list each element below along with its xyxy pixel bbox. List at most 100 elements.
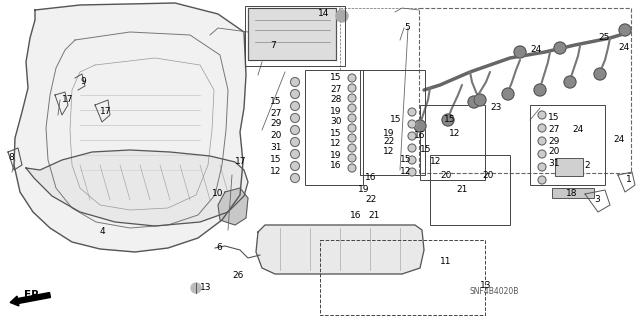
Text: 19: 19 [383, 129, 394, 137]
Text: 20: 20 [548, 147, 559, 157]
Circle shape [348, 124, 356, 132]
Circle shape [291, 150, 300, 159]
Text: 15: 15 [548, 114, 559, 122]
Text: 6: 6 [216, 242, 221, 251]
Text: 23: 23 [490, 103, 501, 113]
Text: FR.: FR. [24, 290, 44, 300]
Bar [552, 188, 594, 198]
Text: 16: 16 [350, 211, 362, 219]
Polygon shape [26, 150, 248, 226]
Text: 17: 17 [100, 108, 111, 116]
Bar [360, 70, 425, 175]
Text: 29: 29 [548, 137, 559, 145]
Circle shape [191, 283, 201, 293]
Circle shape [564, 76, 576, 88]
Text: 12: 12 [330, 138, 341, 147]
Circle shape [291, 125, 300, 135]
Circle shape [514, 46, 526, 58]
Bar [530, 105, 605, 185]
Text: 12: 12 [270, 167, 282, 176]
Bar [430, 155, 510, 225]
Circle shape [291, 78, 300, 86]
Text: 21: 21 [456, 186, 467, 195]
Circle shape [348, 104, 356, 112]
Bar [555, 158, 583, 176]
FancyArrow shape [10, 293, 51, 306]
Circle shape [291, 174, 300, 182]
Text: 28: 28 [330, 95, 341, 105]
Text: 4: 4 [100, 227, 106, 236]
Text: SNF4B4020B: SNF4B4020B [470, 287, 520, 296]
Text: 20: 20 [270, 131, 282, 140]
Text: 22: 22 [383, 137, 394, 146]
Text: 22: 22 [365, 196, 376, 204]
Text: 27: 27 [548, 125, 559, 135]
Text: 25: 25 [598, 33, 609, 41]
Bar [320, 240, 485, 315]
Circle shape [348, 164, 356, 172]
Text: 17: 17 [62, 95, 74, 105]
Text: 11: 11 [440, 257, 451, 266]
Text: 3: 3 [594, 196, 600, 204]
Circle shape [348, 114, 356, 122]
Polygon shape [14, 3, 246, 252]
Text: 15: 15 [390, 115, 401, 124]
Circle shape [291, 90, 300, 99]
Text: 24: 24 [613, 136, 624, 145]
Text: 20: 20 [440, 170, 451, 180]
Circle shape [348, 84, 356, 92]
Circle shape [619, 24, 631, 36]
Text: 15: 15 [400, 155, 412, 165]
Text: 12: 12 [430, 158, 442, 167]
Polygon shape [218, 188, 248, 225]
Text: 27: 27 [330, 85, 341, 94]
Text: 30: 30 [330, 117, 342, 127]
Circle shape [348, 134, 356, 142]
Circle shape [538, 150, 546, 158]
Circle shape [348, 144, 356, 152]
Text: 15: 15 [330, 129, 342, 137]
Text: 16: 16 [330, 160, 342, 169]
Text: 1: 1 [626, 175, 632, 184]
Circle shape [291, 161, 300, 170]
Text: 7: 7 [270, 41, 276, 49]
Circle shape [538, 111, 546, 119]
Circle shape [534, 84, 546, 96]
Text: 20: 20 [482, 170, 493, 180]
Circle shape [538, 176, 546, 184]
Circle shape [474, 94, 486, 106]
Circle shape [414, 120, 426, 132]
Text: 24: 24 [618, 43, 629, 53]
Text: 31: 31 [548, 160, 559, 168]
Circle shape [408, 168, 416, 176]
Text: 19: 19 [358, 186, 369, 195]
Text: 17: 17 [235, 158, 246, 167]
Text: 19: 19 [330, 107, 342, 115]
Text: 21: 21 [368, 211, 380, 219]
Text: 27: 27 [270, 108, 282, 117]
Circle shape [408, 120, 416, 128]
Circle shape [291, 137, 300, 146]
Circle shape [594, 68, 606, 80]
Text: 15: 15 [420, 145, 431, 154]
Text: 15: 15 [330, 73, 342, 83]
Text: 2: 2 [584, 160, 589, 169]
Text: 12: 12 [400, 167, 412, 176]
Bar [420, 105, 485, 180]
Circle shape [502, 88, 514, 100]
Text: 9: 9 [80, 78, 86, 86]
Circle shape [538, 124, 546, 132]
Text: 15: 15 [444, 115, 456, 124]
Circle shape [408, 108, 416, 116]
Circle shape [291, 114, 300, 122]
Text: 10: 10 [212, 189, 223, 197]
Circle shape [348, 154, 356, 162]
Text: 13: 13 [480, 280, 492, 290]
Polygon shape [256, 225, 424, 274]
Circle shape [408, 144, 416, 152]
Bar [248, 8, 336, 60]
Circle shape [336, 10, 348, 22]
Text: 26: 26 [232, 271, 243, 280]
Text: 12: 12 [383, 146, 394, 155]
Text: 19: 19 [330, 151, 342, 160]
